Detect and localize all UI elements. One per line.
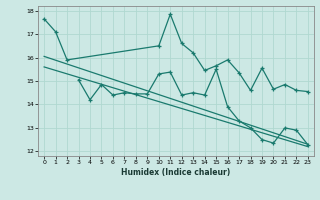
X-axis label: Humidex (Indice chaleur): Humidex (Indice chaleur) bbox=[121, 168, 231, 177]
